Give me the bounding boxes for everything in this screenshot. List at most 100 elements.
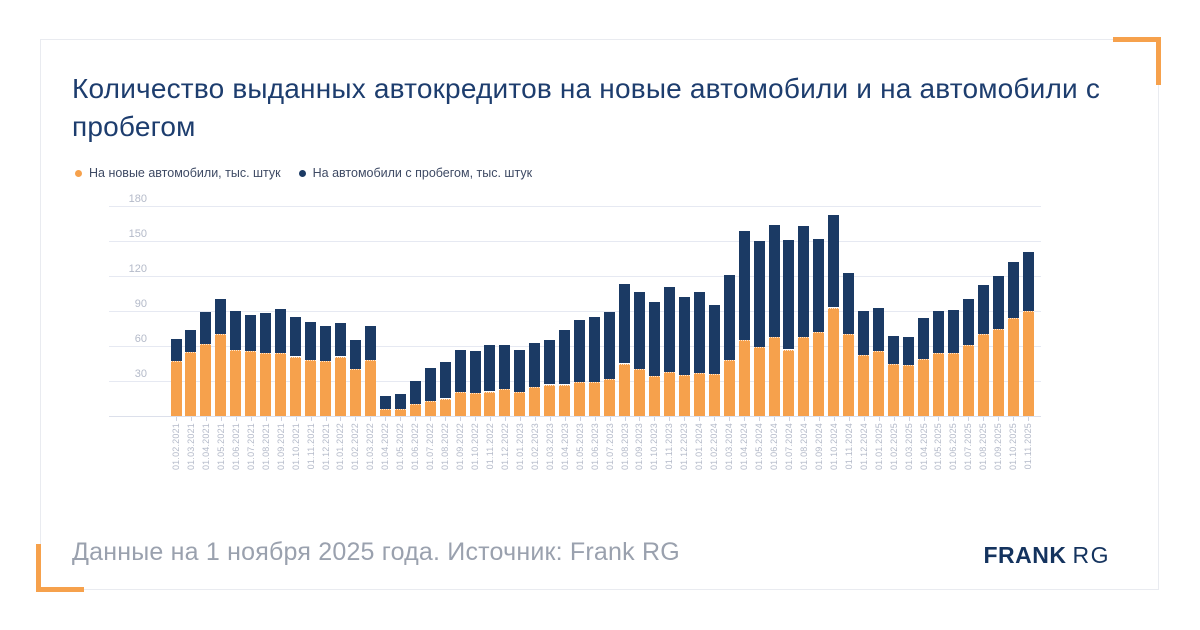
x-axis-label: 01.11.2022 <box>484 423 495 470</box>
x-axis-tick <box>848 417 850 421</box>
x-axis-label: 01.04.2021 <box>200 423 211 471</box>
bar-segment-new-cars <box>992 328 1004 416</box>
legend-dot-used-cars-icon <box>298 169 306 177</box>
x-axis-tick <box>953 417 955 421</box>
bar-segment-new-cars <box>798 336 810 416</box>
y-axis-label: 90 <box>134 298 147 310</box>
x-axis-tick <box>190 417 192 421</box>
x-axis-label: 01.03.2023 <box>544 423 555 471</box>
x-axis-tick <box>579 417 581 421</box>
bar-segment-new-cars <box>604 378 616 416</box>
bar-segment-new-cars <box>454 391 466 416</box>
bar-segment-used-cars <box>918 318 929 359</box>
x-axis-tick <box>445 417 447 421</box>
bar-segment-used-cars <box>813 238 825 332</box>
bar-segment-used-cars <box>364 326 376 360</box>
x-axis-label: 01.11.2021 <box>305 423 316 470</box>
x-axis-label: 01.10.2021 <box>290 423 301 471</box>
bar-segment-used-cars <box>170 339 182 362</box>
bar-segment-new-cars <box>813 332 825 416</box>
x-axis-tick <box>235 417 237 421</box>
x-axis-label: 01.03.2021 <box>185 423 196 471</box>
bar-segment-new-cars <box>932 353 944 416</box>
bar-segment-new-cars <box>439 398 451 416</box>
gridline <box>109 276 1041 277</box>
x-axis-tick <box>818 417 820 421</box>
logo-text-rg: RG <box>1072 542 1110 568</box>
x-axis-label: 01.05.2025 <box>933 423 944 471</box>
bar-segment-used-cars <box>753 241 765 348</box>
bar-segment-new-cars <box>170 361 182 416</box>
x-axis-label: 01.05.2021 <box>215 423 226 471</box>
x-axis-label: 01.03.2024 <box>724 423 735 471</box>
bar-segment-new-cars <box>514 391 526 416</box>
x-axis-tick <box>564 417 566 421</box>
x-axis-label: 01.03.2025 <box>903 423 914 471</box>
x-axis-tick <box>968 417 970 421</box>
chart-card: Количество выданных автокредитов на новы… <box>36 37 1161 592</box>
bar-segment-new-cars <box>589 382 601 416</box>
footer-note: Данные на 1 ноября 2025 года. Источник: … <box>72 538 680 566</box>
bar-segment-used-cars <box>619 284 630 364</box>
x-axis-tick <box>504 417 506 421</box>
x-axis-label: 01.07.2024 <box>783 423 794 471</box>
bar-segment-new-cars <box>633 369 645 416</box>
x-axis-tick <box>519 417 521 421</box>
bar-segment-used-cars <box>932 311 944 353</box>
bar-segment-used-cars <box>633 292 645 370</box>
bar-segment-used-cars <box>245 314 257 351</box>
x-axis-label: 01.01.2025 <box>873 423 884 471</box>
bar-segment-new-cars <box>230 349 242 416</box>
x-axis-tick <box>833 417 835 421</box>
bar-segment-new-cars <box>738 340 750 416</box>
legend-label-new-cars: На новые автомобили, тыс. штук <box>89 166 281 180</box>
bar-segment-new-cars <box>559 384 571 416</box>
bar-segment-used-cars <box>798 225 810 337</box>
bar-segment-new-cars <box>873 350 885 416</box>
x-axis-label: 01.08.2021 <box>260 423 271 471</box>
x-axis-tick <box>176 417 177 421</box>
bar-segment-used-cars <box>454 349 466 392</box>
x-axis-label: 01.05.2022 <box>395 423 406 471</box>
x-axis-tick <box>489 417 491 421</box>
x-axis-tick <box>370 417 372 421</box>
x-axis-label: 01.11.2024 <box>843 423 854 470</box>
bar-segment-new-cars <box>529 386 541 416</box>
x-axis-tick <box>385 417 387 421</box>
x-axis-tick <box>729 417 731 421</box>
bar-segment-used-cars <box>648 301 660 377</box>
bar-segment-new-cars <box>1007 318 1019 416</box>
bar-segment-new-cars <box>484 391 496 416</box>
bar-segment-used-cars <box>439 362 451 399</box>
x-axis-label: 01.06.2024 <box>769 423 779 471</box>
bar-segment-used-cars <box>349 340 361 370</box>
x-axis-label: 01.04.2025 <box>918 423 929 471</box>
legend-item-new-cars: На новые автомобили, тыс. штук <box>75 166 281 180</box>
bar-segment-used-cars <box>215 299 227 335</box>
bar-segment-used-cars <box>424 368 436 401</box>
x-axis-tick <box>265 417 267 421</box>
x-axis-label: 01.01.2023 <box>514 423 525 471</box>
bar-segment-new-cars <box>290 356 302 416</box>
bar-segment-new-cars <box>768 336 780 416</box>
x-axis-tick <box>863 417 865 421</box>
bar-segment-used-cars <box>334 322 346 357</box>
bar-segment-used-cars <box>604 312 616 379</box>
x-axis-tick <box>205 417 207 421</box>
x-axis-label: 01.10.2022 <box>470 423 480 471</box>
bar-segment-new-cars <box>648 376 660 416</box>
x-axis-label: 01.02.2022 <box>350 423 361 471</box>
bar-segment-used-cars <box>678 297 690 376</box>
x-axis-label: 01.09.2021 <box>275 423 286 471</box>
bar-segment-used-cars <box>200 312 212 344</box>
x-axis-label: 01.06.2021 <box>230 423 241 471</box>
bar-segment-new-cars <box>409 404 421 416</box>
bar-segment-used-cars <box>738 230 750 341</box>
x-axis-tick <box>355 417 357 421</box>
y-axis-label: 120 <box>128 263 147 275</box>
bar-segment-used-cars <box>559 329 571 385</box>
x-axis-tick <box>1013 417 1015 421</box>
frank-rg-logo: FRANK RG <box>984 542 1111 569</box>
x-axis-tick <box>594 417 596 421</box>
x-axis-label: 01.05.2023 <box>574 423 585 471</box>
